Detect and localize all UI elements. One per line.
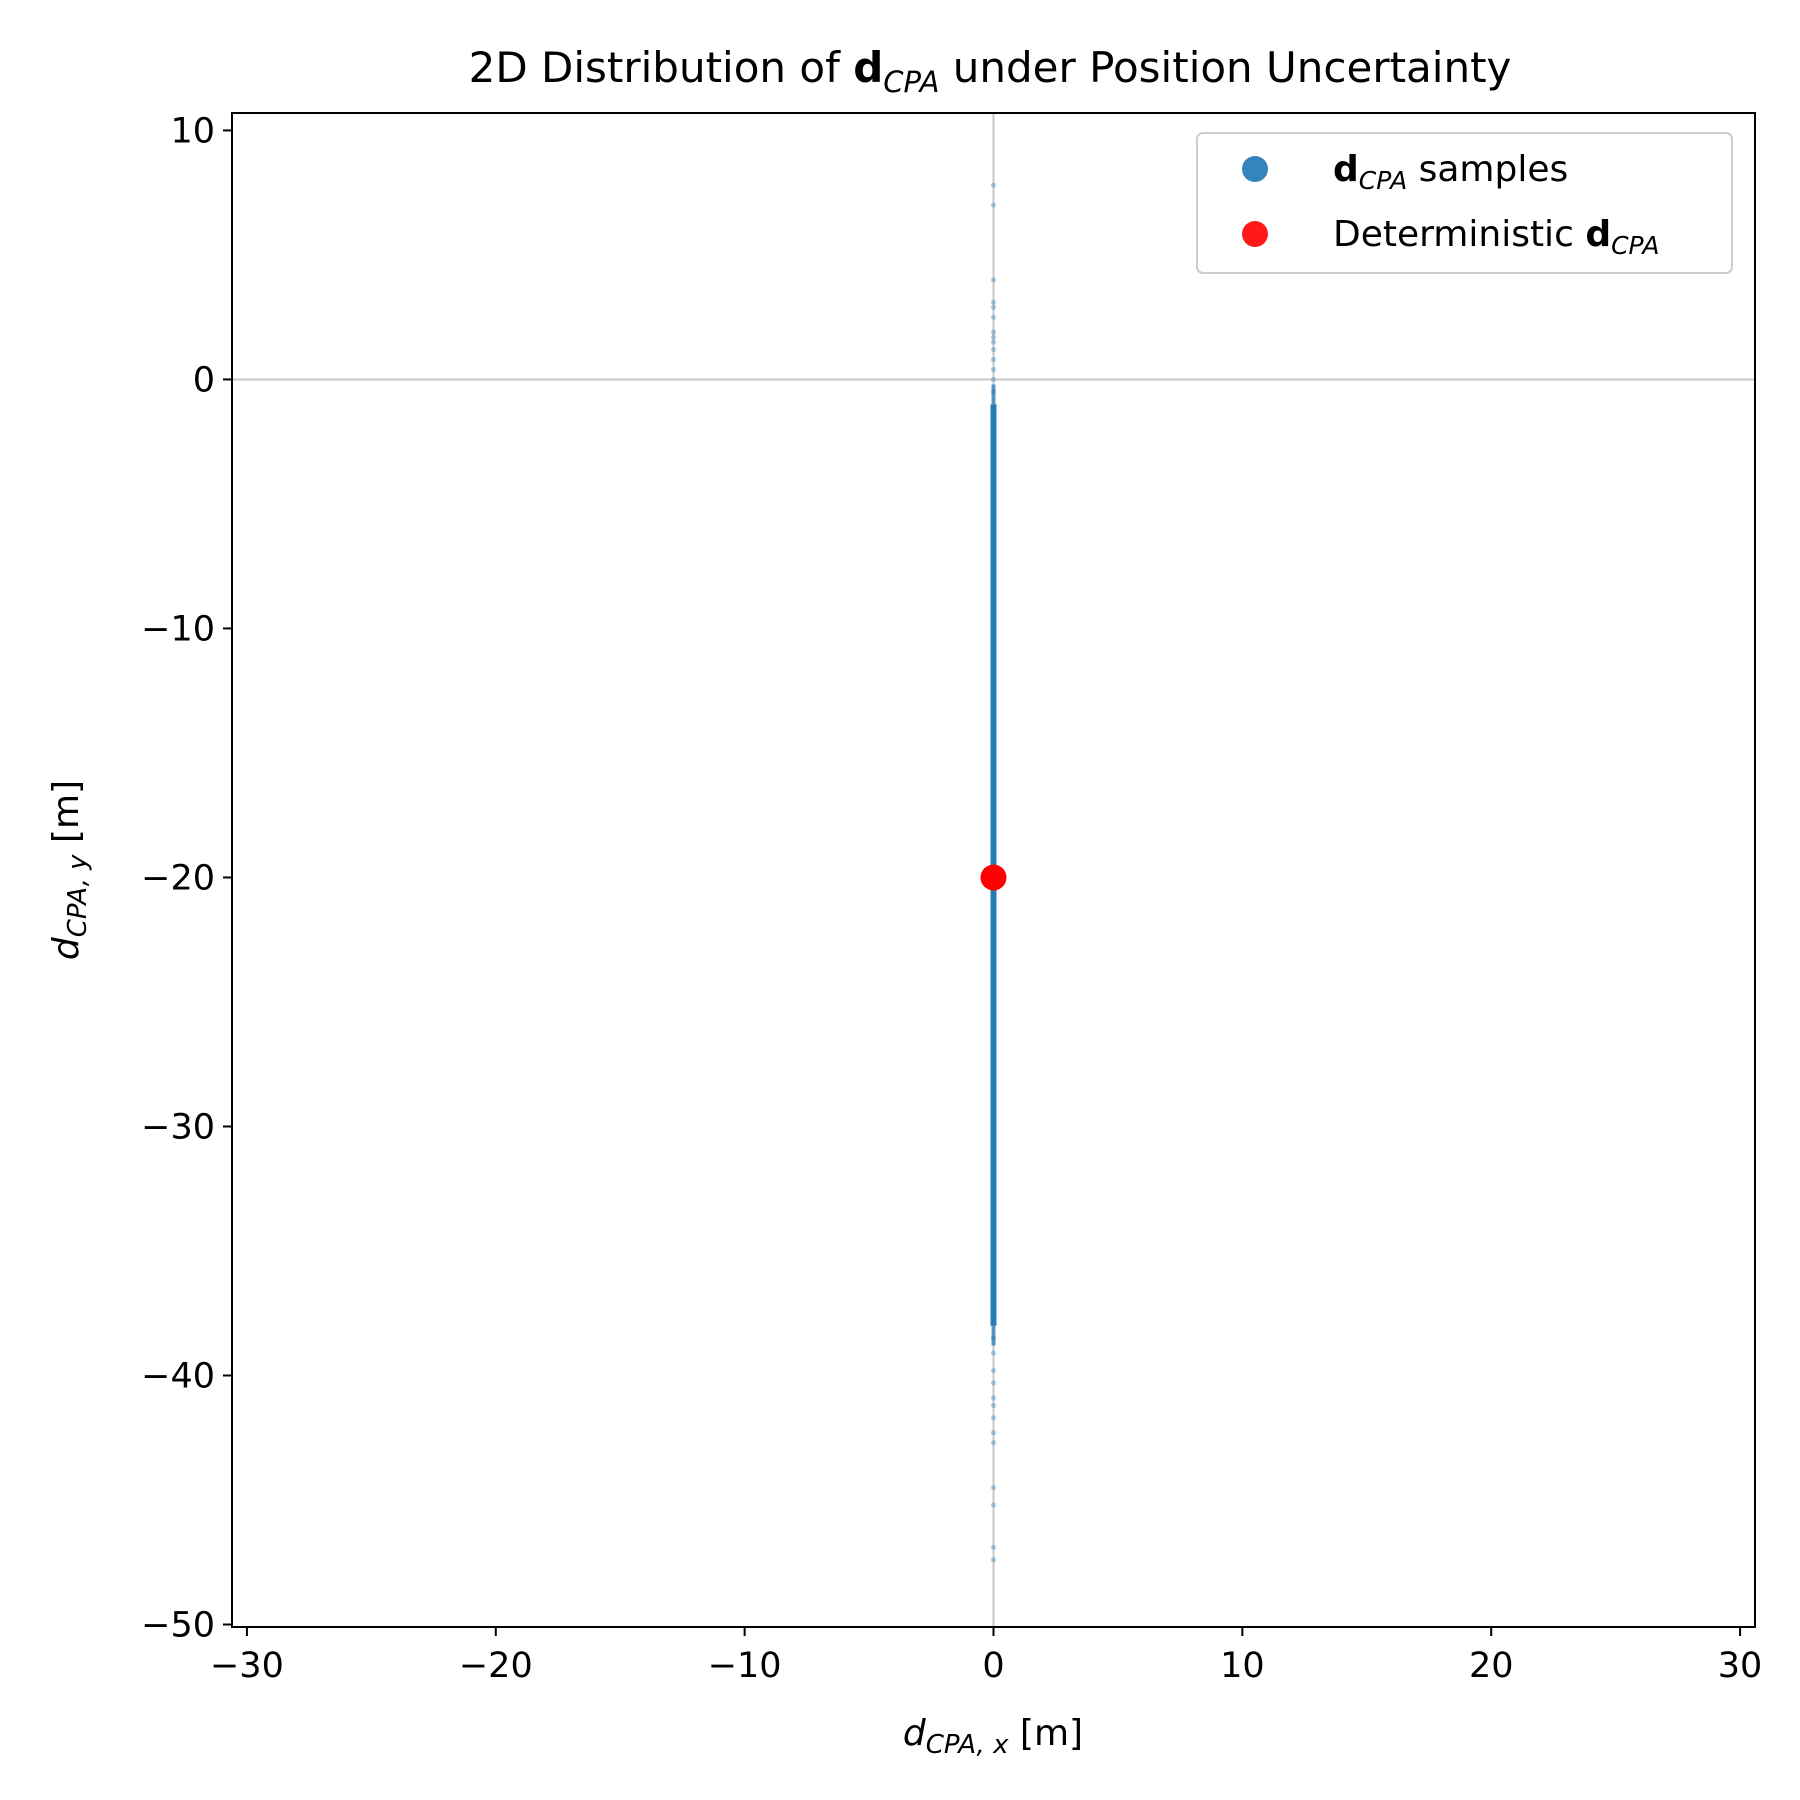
sample-point (990, 182, 997, 188)
sample-point (990, 389, 997, 395)
sample-point (990, 339, 997, 345)
sample-point (990, 376, 997, 383)
legend-deterministic-bold: d (1585, 214, 1611, 255)
legend-deterministic-prefix: Deterministic (1333, 214, 1585, 255)
sample-point (990, 1380, 997, 1386)
y-tick-label: 0 (193, 360, 215, 400)
sample-point (990, 202, 997, 208)
x-tick-label: 0 (982, 1646, 1004, 1686)
y-axis-label-sub: CPA, y (63, 854, 93, 937)
sample-point (990, 314, 997, 320)
y-tick-label: 10 (170, 111, 215, 151)
legend-samples-sub: CPA (1359, 166, 1407, 195)
y-tick-label: −40 (141, 1356, 215, 1396)
x-tick-label: 10 (1220, 1646, 1265, 1686)
legend-label-samples: dCPA samples (1333, 149, 1568, 195)
chart-title-prefix: 2D Distribution of (469, 43, 854, 92)
sample-point (990, 1430, 997, 1436)
sample-point (990, 329, 997, 335)
y-tick-label: −30 (141, 1107, 215, 1147)
sample-point (990, 1395, 997, 1401)
legend-samples-bold: d (1333, 149, 1359, 190)
sample-point (990, 346, 997, 353)
y-tick-label: −20 (141, 858, 215, 898)
sample-point (990, 1350, 997, 1356)
deterministic-series (980, 864, 1007, 891)
samples-dense-band-top-taper (991, 384, 996, 405)
chart-title-sub: CPA (883, 65, 939, 99)
sample-point (990, 1402, 997, 1408)
sample-point (990, 1440, 997, 1446)
chart-title-suffix: under Position Uncertainty (939, 43, 1511, 92)
x-axis-ticks: −30 −20 −10 0 10 20 30 (210, 1627, 1762, 1686)
x-axis-label-sub: CPA, x (926, 1730, 1009, 1760)
sample-point (990, 304, 997, 310)
x-axis-label-unit: [m] (1008, 1713, 1083, 1754)
chart-title: 2D Distribution of dCPA under Position U… (469, 43, 1512, 99)
sample-point (990, 1415, 997, 1421)
y-tick-label: −50 (141, 1606, 215, 1646)
y-axis-label-unit: [m] (46, 780, 87, 855)
y-axis-label-main: d (46, 936, 87, 960)
sample-point (990, 356, 997, 363)
sample-point (990, 1484, 997, 1491)
y-axis-label: dCPA, y [m] (46, 780, 93, 960)
sample-point (990, 277, 997, 283)
y-axis-ticks: 10 0 −10 −20 −30 −40 −50 (141, 111, 232, 1646)
x-tick-label: −20 (459, 1646, 533, 1686)
legend-deterministic-sub: CPA (1611, 231, 1659, 260)
chart-title-bold: d (853, 43, 883, 92)
y-tick-label: −10 (141, 609, 215, 649)
x-tick-label: 30 (1718, 1646, 1763, 1686)
sample-point (990, 1335, 997, 1341)
legend-label-deterministic: Deterministic dCPA (1333, 214, 1659, 260)
legend: dCPA samples Deterministic dCPA (1196, 132, 1733, 274)
x-axis-label: dCPA, x [m] (903, 1713, 1083, 1760)
sample-point (990, 1544, 997, 1550)
x-tick-label: −30 (210, 1646, 284, 1686)
sample-point (990, 299, 997, 305)
sample-point (990, 1502, 997, 1508)
legend-samples-suffix: samples (1407, 149, 1568, 190)
x-axis-label-main: d (903, 1713, 927, 1754)
sample-point (990, 1557, 997, 1563)
legend-box (1196, 132, 1733, 274)
x-tick-label: −10 (708, 1646, 782, 1686)
legend-marker-samples (1242, 156, 1268, 182)
x-tick-label: 20 (1469, 1646, 1514, 1686)
deterministic-point (980, 864, 1007, 891)
sample-point (990, 1367, 997, 1374)
sample-point (990, 334, 997, 340)
sample-point (990, 366, 997, 373)
legend-marker-deterministic (1242, 221, 1268, 247)
samples-dense-band-bottom-taper (991, 1325, 996, 1346)
